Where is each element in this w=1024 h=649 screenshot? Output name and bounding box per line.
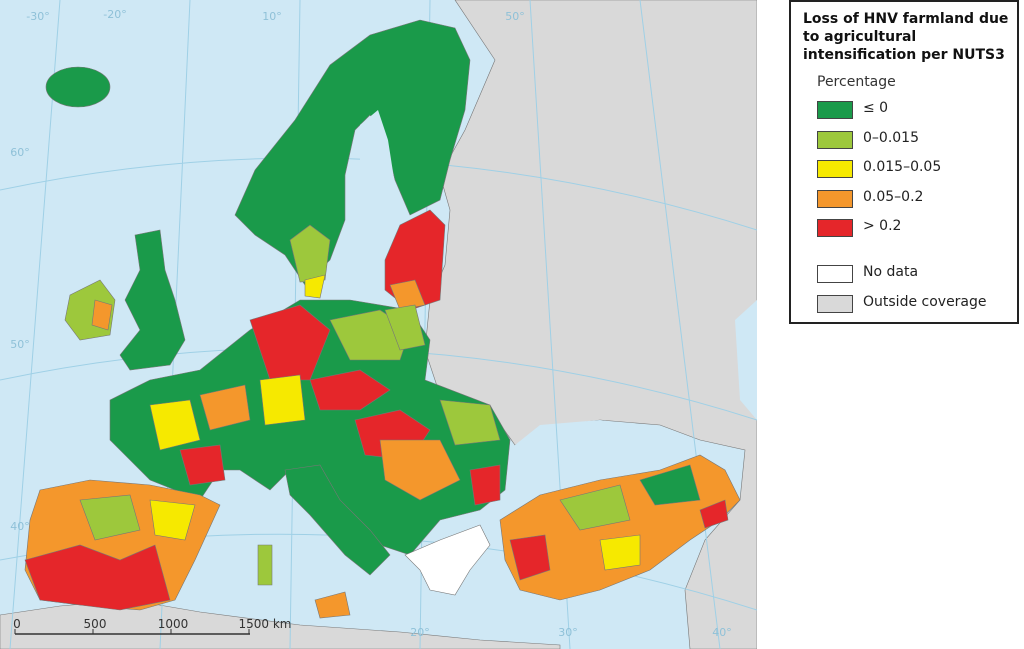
graticule-label: 50° [505,10,525,23]
legend-swatch [817,265,853,283]
legend-label: ≤ 0 [863,100,889,116]
region [559,484,631,531]
graticule-label: 50° [10,338,30,351]
scale-labels: 0 500 1000 1500 km [13,617,292,634]
iceland [45,66,111,108]
region [599,534,641,571]
map: 0 500 1000 1500 km -30° -20° 10° 50° 60° 50° 40° 2… [0,0,757,649]
greece [404,524,491,596]
legend: Loss of HNV farmland due to agricultural… [789,0,1019,324]
scale-label: 1000 [158,617,189,631]
region [79,494,141,541]
region [509,534,551,581]
graticule-labels: -30° -20° 10° 50° 60° 50° 40° 20° 30° 40° [10,8,732,639]
graticule-label: 60° [10,146,30,159]
legend-label: 0.015–0.05 [863,159,942,175]
region [304,274,326,299]
region [439,399,501,446]
scale-label: 1500 km [239,617,292,631]
region [91,299,113,331]
legend-subtitle: Percentage [817,74,896,90]
legend-swatch [817,219,853,237]
region [149,499,196,541]
region [199,384,251,431]
legend-label: No data [863,264,919,280]
legend-label: 0.05–0.2 [863,188,924,205]
sardinia [257,544,273,586]
region [384,304,426,351]
region [699,499,729,529]
region [469,464,501,506]
italy [284,464,391,576]
gulf-of-bothnia [360,110,395,200]
legend-title: Loss of HNV farmland due to agricultural… [803,11,1009,63]
legend-label: 0–0.015 [863,129,919,146]
legend-swatch [817,189,853,208]
scale-label: 500 [84,617,107,631]
region [179,444,226,486]
legend-swatch [817,295,853,313]
region [259,374,306,426]
great-britain [119,229,186,371]
region [309,369,391,411]
region [289,224,331,283]
caspian [735,300,757,420]
legend-label: > 0.2 [863,218,902,234]
legend-label: Outside coverage [863,294,987,310]
graticule-label: 10° [262,10,282,23]
scale-label: 0 [13,617,21,631]
legend-swatch [817,101,853,119]
region [24,544,171,611]
graticule-label: 40° [712,626,732,639]
graticule-label: 40° [10,520,30,533]
region [149,399,201,451]
legend-swatch [817,160,853,178]
legend-swatch [817,130,853,149]
region [249,304,331,381]
region [389,279,426,311]
sicily [314,591,351,619]
graticule-label: -20° [103,8,126,21]
graticule-label: 30° [558,626,578,639]
graticule-label: 20° [410,626,430,639]
graticule-label: -30° [26,10,49,23]
region [379,439,461,501]
region [639,464,701,506]
